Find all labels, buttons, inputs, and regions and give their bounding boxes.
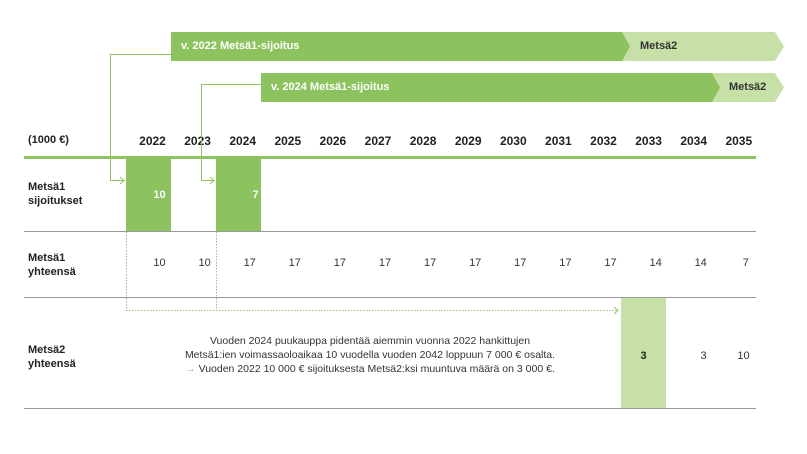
- bar-2022-metsa2-extension: Metsä2: [622, 32, 784, 61]
- year-header-2022: 2022: [139, 134, 166, 148]
- metsa1-total-2025: 17: [288, 257, 301, 269]
- explanation-note: Vuoden 2024 puukauppa pidentää aiemmin v…: [130, 334, 610, 376]
- bar-label: v. 2022 Metsä1-sijoitus: [181, 40, 300, 52]
- row-label-metsa2-total: Metsä2 yhteensä: [28, 344, 76, 370]
- row-divider: [24, 408, 756, 409]
- metsa1-total-2024: 17: [243, 257, 256, 269]
- year-header-2025: 2025: [274, 134, 302, 148]
- bar-ext-label: Metsä2: [729, 81, 767, 93]
- year-header-2033: 2033: [635, 134, 662, 148]
- year-header-2031: 2031: [545, 134, 572, 148]
- year-header-2030: 2030: [499, 134, 527, 148]
- metsa1-total-2034: 14: [694, 257, 707, 269]
- arrow-icon: [209, 176, 215, 185]
- bar-ext-label: Metsä2: [640, 40, 678, 52]
- metsa2-2033-cell: [621, 297, 666, 408]
- metsa2-value-2035: 10: [737, 350, 750, 362]
- year-header-2026: 2026: [319, 134, 347, 148]
- row-divider: [24, 297, 756, 298]
- arrow-icon: →: [185, 363, 196, 375]
- year-header-2035: 2035: [725, 134, 753, 148]
- metsa1-total-2022: 10: [153, 257, 166, 269]
- metsa1-total-2028: 17: [423, 257, 437, 269]
- investment-value-2022: 10: [153, 189, 166, 201]
- bar-2024-investment: v. 2024 Metsä1-sijoitus: [261, 73, 721, 102]
- bar-2022-investment: v. 2022 Metsä1-sijoitus: [171, 32, 631, 61]
- year-header-2024: 2024: [229, 134, 257, 148]
- metsa1-total-2031: 17: [559, 257, 572, 269]
- row-label-metsa1-total: Metsä1 yhteensä: [28, 252, 76, 278]
- metsa1-total-2033: 14: [649, 257, 662, 269]
- row-divider: [24, 231, 756, 232]
- metsa1-total-2035: 7: [742, 257, 749, 269]
- connector-2024: [201, 84, 261, 181]
- connector-2022: [110, 54, 171, 181]
- metsa1-total-2027: 17: [378, 257, 392, 269]
- year-header-2027: 2027: [364, 134, 392, 148]
- metsa1-total-2023: 10: [198, 257, 211, 269]
- metsa1-total-2026: 17: [333, 257, 347, 269]
- dotted-connector: [126, 232, 618, 311]
- unit-label: (1000 €): [28, 134, 69, 146]
- year-header-2023: 2023: [184, 134, 211, 148]
- row-label-investments: Metsä1 sijoitukset: [28, 181, 83, 207]
- investment-2022: [126, 159, 171, 231]
- investment-value-2024: 7: [252, 189, 259, 201]
- investment-2024: [216, 159, 261, 231]
- year-header-2028: 2028: [409, 134, 437, 148]
- note-line: → Vuoden 2022 10 000 € sijoituksesta Met…: [185, 363, 555, 375]
- year-header-2034: 2034: [680, 134, 708, 148]
- bar-label: v. 2024 Metsä1-sijoitus: [271, 81, 390, 93]
- header-divider: [24, 156, 756, 159]
- bar-2024-metsa2-extension: Metsä2: [712, 73, 784, 102]
- metsa2-value-2034: 3: [700, 350, 707, 362]
- note-line: Metsä1:ien voimassaoloaikaa 10 vuodella …: [184, 349, 556, 361]
- metsa1-total-2029: 17: [469, 257, 482, 269]
- year-header-2032: 2032: [590, 134, 617, 148]
- metsa1-total-2030: 17: [514, 257, 527, 269]
- note-line: Vuoden 2024 puukauppa pidentää aiemmin v…: [209, 335, 531, 347]
- arrow-icon: [119, 176, 125, 185]
- metsa1-total-2032: 17: [604, 257, 617, 269]
- arrow-icon: [613, 306, 619, 315]
- year-header-2029: 2029: [454, 134, 482, 148]
- metsa2-value-2033: 3: [640, 350, 647, 362]
